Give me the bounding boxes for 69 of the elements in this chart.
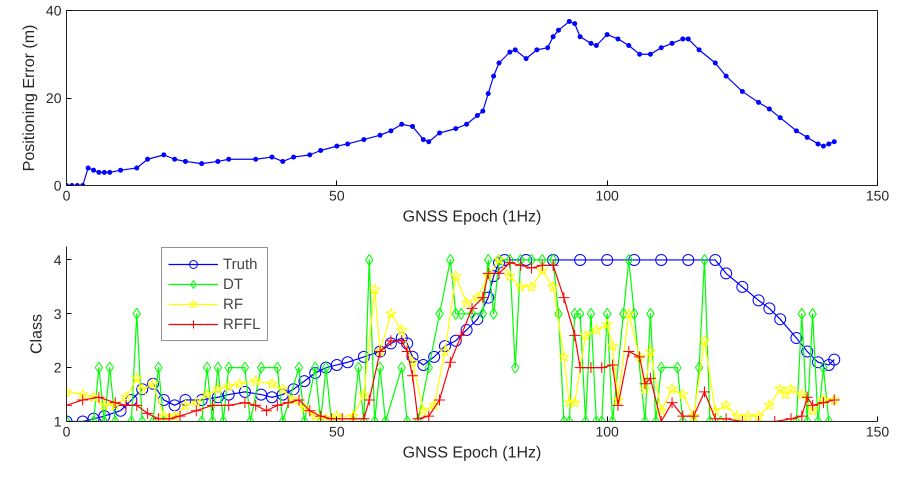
y-tick-label: 3: [54, 306, 62, 322]
y-tick-label: 40: [46, 2, 62, 18]
legend-label: RF: [223, 296, 243, 312]
point: [406, 350, 419, 363]
y-tick-label: 2: [54, 360, 62, 376]
x-tick-label: 50: [329, 188, 345, 204]
point: [298, 375, 310, 388]
legend-label: RFFL: [223, 316, 260, 332]
point: [752, 294, 765, 306]
x-tick-label: 150: [866, 424, 890, 440]
point: [763, 302, 776, 314]
y-tick-label: 20: [46, 90, 62, 106]
y-tick-label: 4: [54, 252, 62, 268]
point: [396, 332, 408, 344]
point: [417, 358, 430, 371]
point: [309, 367, 322, 380]
point: [450, 334, 462, 347]
point: [655, 254, 668, 266]
point: [158, 394, 170, 406]
x-tick-label: 100: [595, 424, 620, 440]
point: [179, 394, 192, 406]
point: [288, 383, 300, 396]
point: [812, 356, 824, 368]
point: [574, 254, 586, 266]
point: [342, 356, 354, 368]
point: [125, 394, 138, 406]
point: [114, 404, 127, 417]
point: [601, 254, 614, 266]
point: [266, 391, 278, 404]
point: [460, 324, 473, 336]
point: [401, 337, 414, 350]
point: [720, 267, 732, 280]
point: [682, 254, 694, 266]
y-axis-title: Positioning Error (m): [20, 24, 38, 172]
point: [471, 313, 484, 326]
point: [255, 388, 268, 401]
point: [493, 256, 506, 269]
point: [358, 350, 370, 363]
point: [498, 254, 510, 266]
point: [774, 313, 786, 326]
point: [438, 340, 451, 352]
x-axis-title: GNSS Epoch (1Hz): [402, 444, 542, 462]
point: [520, 254, 532, 266]
point: [238, 386, 251, 398]
point: [330, 358, 343, 371]
x-tick-label: 100: [595, 188, 620, 204]
legend-label: DT: [223, 276, 243, 292]
point: [212, 391, 224, 404]
point: [828, 354, 840, 366]
y-tick-label: 1: [54, 414, 62, 430]
y-tick-label: 0: [54, 178, 62, 194]
legend-label: Truth: [223, 256, 258, 272]
point: [428, 350, 440, 363]
point: [168, 399, 181, 412]
point: [276, 388, 289, 401]
y-axis-title: Class: [28, 314, 46, 354]
point: [384, 337, 397, 350]
point: [801, 346, 814, 358]
point: [822, 358, 835, 371]
x-tick-label: 50: [329, 424, 345, 440]
point: [790, 332, 802, 344]
point: [628, 254, 640, 266]
point: [196, 394, 208, 406]
x-axis-title: GNSS Epoch (1Hz): [402, 208, 542, 226]
point: [98, 410, 110, 422]
point: [222, 388, 235, 401]
point: [736, 280, 748, 293]
point: [709, 254, 722, 266]
x-tick-label: 150: [866, 188, 890, 204]
